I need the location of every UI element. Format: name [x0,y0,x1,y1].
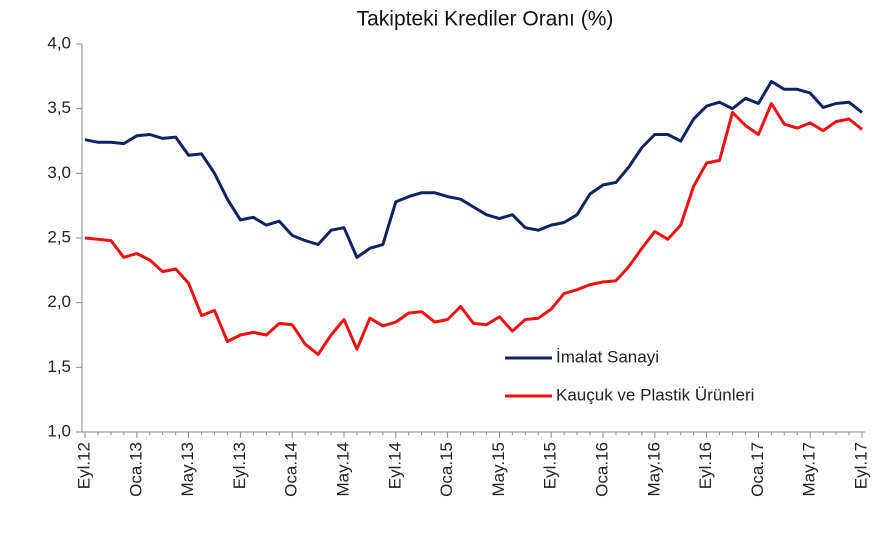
y-tick-label: 1,0 [47,421,71,440]
x-tick-label: Oca.14 [282,442,301,497]
x-tick-label: Oca.17 [748,442,767,497]
y-tick-label: 1,5 [47,357,71,376]
chart-title: Takipteki Krediler Oranı (%) [357,8,614,31]
y-tick-label: 3,0 [47,163,71,182]
x-tick-label: May.13 [178,442,197,497]
y-tick-label: 4,0 [47,33,71,52]
x-tick-label: Oca.15 [437,442,456,497]
x-tick-label: Eyl.17 [851,442,870,489]
y-tick-label: 3,5 [47,98,71,117]
x-tick-label: May.15 [489,442,508,497]
y-tick-label: 2,0 [47,292,71,311]
line-series [84,80,863,259]
x-tick-label: May.16 [644,442,663,497]
x-tick-label: Eyl.16 [696,442,715,489]
x-tick-label: Eyl.12 [74,442,93,489]
y-tick-label: 2,5 [47,227,71,246]
x-tick-label: Eyl.15 [541,442,560,489]
x-tick-label: May.14 [333,442,352,497]
x-tick-label: May.17 [800,442,819,497]
line-series [84,102,863,356]
x-tick-label: Eyl.14 [385,442,404,489]
x-tick-label: Oca.16 [592,442,611,497]
legend-label: İmalat Sanayi [556,347,659,366]
x-tick-label: Oca.13 [126,442,145,497]
x-tick-label: Eyl.13 [230,442,249,489]
legend-label: Kauçuk ve Plastik Ürünleri [556,385,754,404]
